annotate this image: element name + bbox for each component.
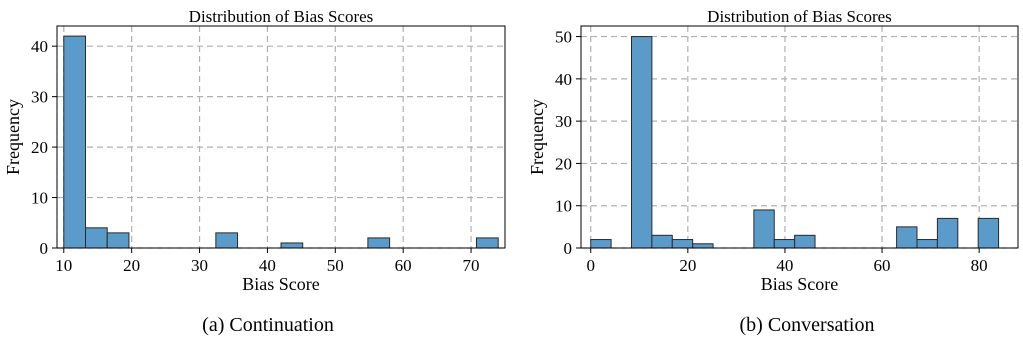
x-tick-label: 40: [259, 256, 276, 275]
x-axis-label: Bias Score: [242, 274, 319, 294]
y-tick-label: 0: [40, 239, 49, 258]
y-axis-label: Frequency: [527, 99, 547, 175]
histogram-bar: [590, 239, 612, 249]
y-tick-label: 30: [31, 88, 48, 107]
y-tick-label: 10: [31, 189, 48, 208]
y-tick-label: 40: [555, 70, 572, 89]
plot-frame: [56, 25, 506, 249]
histogram-bar: [85, 227, 108, 249]
x-tick-label: 60: [395, 256, 412, 275]
x-axis-label: Bias Score: [761, 274, 838, 294]
histogram-bar: [794, 234, 816, 249]
plot-frame: [580, 25, 1019, 249]
x-tick-label: 50: [327, 256, 344, 275]
histogram-bar: [63, 35, 87, 249]
x-tick-label: 70: [463, 256, 480, 275]
histogram-bar: [977, 217, 1000, 249]
y-tick-label: 20: [31, 138, 48, 157]
histogram-bar: [280, 242, 304, 249]
histogram-bar: [106, 232, 130, 249]
histogram-bar: [916, 239, 938, 249]
y-tick-label: 50: [555, 28, 572, 47]
y-tick-label: 20: [555, 154, 572, 173]
histogram-bar: [651, 234, 673, 249]
chart-continuation: Distribution of Bias Scores 0 10 20 30 40 10 20…: [3, 7, 506, 336]
x-tick-label: 40: [776, 256, 793, 275]
histogram-bar: [773, 239, 796, 249]
x-tick-label: 20: [679, 256, 696, 275]
y-tick-label: 10: [555, 197, 572, 216]
x-tick-label: 80: [971, 256, 988, 275]
histogram-bar: [215, 232, 239, 249]
x-tick-label: 30: [191, 256, 208, 275]
y-tick-label: 40: [31, 37, 48, 56]
x-tick-label: 60: [874, 256, 891, 275]
x-tick-label: 20: [123, 256, 140, 275]
figure-caption: (b) Conversation: [740, 314, 875, 336]
histogram-bar: [936, 217, 959, 249]
x-tick-label: 0: [586, 256, 595, 275]
histogram-bar: [671, 239, 694, 249]
histogram-bar: [475, 237, 499, 249]
y-tick-label: 30: [555, 112, 572, 131]
figure-caption: (a) Continuation: [202, 314, 334, 336]
histogram-bar: [630, 36, 653, 249]
chart-title: Distribution of Bias Scores: [189, 7, 374, 26]
histogram-bar: [753, 209, 775, 249]
histogram-bar: [896, 226, 918, 249]
chart-title: Distribution of Bias Scores: [707, 7, 892, 26]
histogram-bar: [367, 237, 391, 249]
histogram-bar: [692, 243, 714, 249]
y-axis-label: Frequency: [3, 99, 23, 175]
y-tick-label: 0: [564, 239, 573, 258]
x-tick-label: 10: [55, 256, 72, 275]
chart-conversation: Distribution of Bias Scores 0 10 20 30 40 50 0 2…: [527, 7, 1019, 336]
